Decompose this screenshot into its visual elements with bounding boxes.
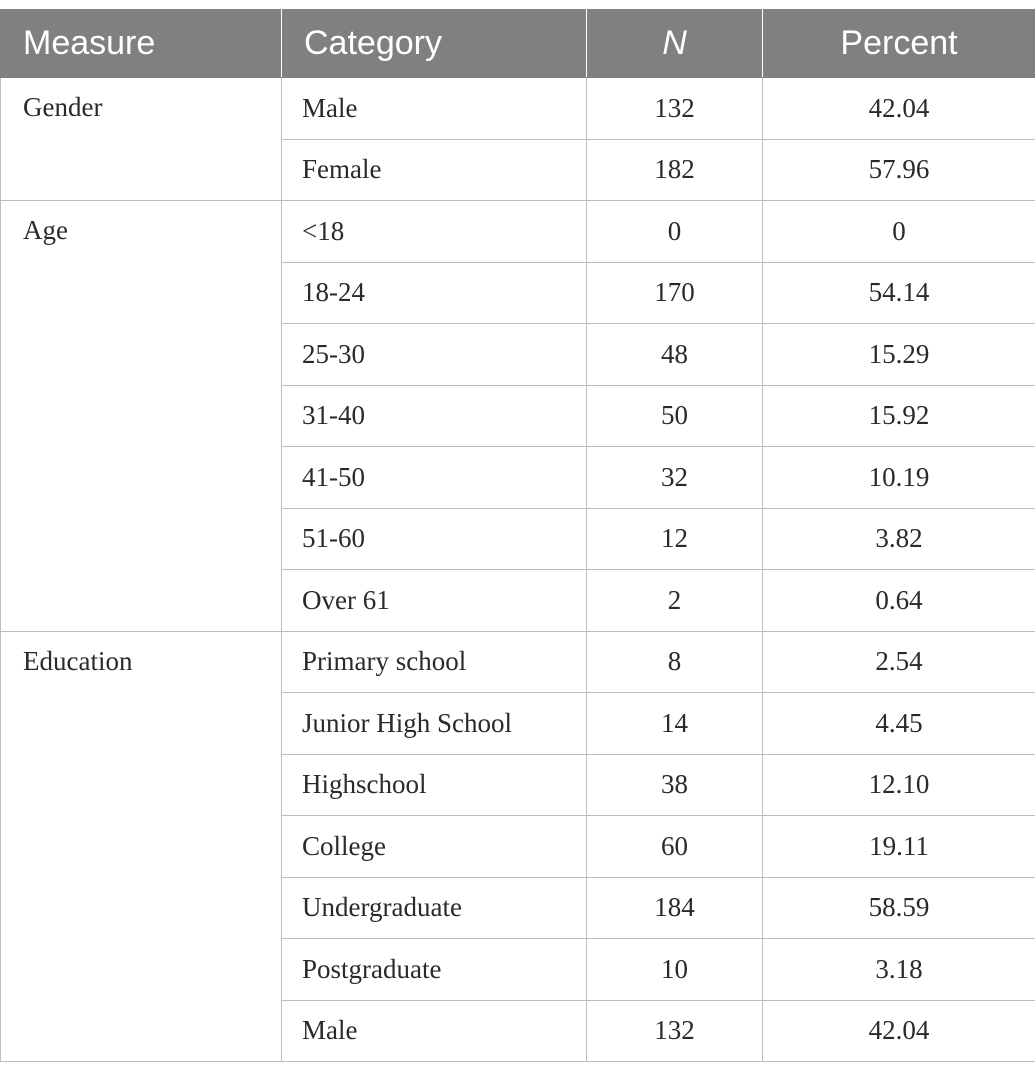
header-n: N xyxy=(586,9,763,78)
n-cell: 48 xyxy=(586,323,763,386)
header-category: Category xyxy=(281,9,587,78)
percent-cell: 54.14 xyxy=(762,261,1035,324)
n-cell: 170 xyxy=(586,261,763,324)
category-cell: Female xyxy=(281,138,587,201)
percent-cell: 3.82 xyxy=(762,507,1035,570)
percent-cell: 19.11 xyxy=(762,815,1035,878)
category-cell: 18-24 xyxy=(281,261,587,324)
table-row: Gender Male 132 42.04 xyxy=(0,77,1035,201)
percent-cell: 15.92 xyxy=(762,384,1035,447)
percent-cell: 2.54 xyxy=(762,630,1035,693)
category-cell: 25-30 xyxy=(281,323,587,386)
header-measure: Measure xyxy=(0,9,282,78)
percent-cell: 42.04 xyxy=(762,77,1035,140)
n-cell: 50 xyxy=(586,384,763,447)
n-cell: 0 xyxy=(586,200,763,263)
category-cell: Undergraduate xyxy=(281,876,587,939)
n-cell: 38 xyxy=(586,753,763,816)
n-cell: 8 xyxy=(586,630,763,693)
category-cell: 41-50 xyxy=(281,446,587,509)
table-row: Undergraduate 184 58.59 xyxy=(1,876,1035,939)
percent-cell: 42.04 xyxy=(762,999,1035,1062)
table-row: Postgraduate 10 3.18 xyxy=(1,938,1035,1001)
table-row: 31-40 50 15.92 xyxy=(1,384,1035,447)
percent-cell: 10.19 xyxy=(762,446,1035,509)
percent-cell: 3.18 xyxy=(762,938,1035,1001)
category-cell: Male xyxy=(281,77,587,140)
table-row: Age <18 0 0 xyxy=(0,200,1035,632)
n-cell: 132 xyxy=(586,999,763,1062)
header-row: Measure Category N Percent xyxy=(0,9,1035,78)
table-row: 51-60 12 3.82 xyxy=(1,507,1035,570)
n-cell: 184 xyxy=(586,876,763,939)
n-cell: 60 xyxy=(586,815,763,878)
category-cell: Postgraduate xyxy=(281,938,587,1001)
percent-cell: 12.10 xyxy=(762,753,1035,816)
percent-cell: 0.64 xyxy=(762,569,1035,632)
measure-cell: Education xyxy=(0,630,282,1062)
table-row: Education Primary school 8 2.54 xyxy=(0,630,1035,1062)
percent-cell: 58.59 xyxy=(762,876,1035,939)
percent-cell: 57.96 xyxy=(762,138,1035,201)
category-cell: Over 61 xyxy=(281,569,587,632)
category-cell: Highschool xyxy=(281,753,587,816)
table-row: Female 182 57.96 xyxy=(1,138,1035,201)
n-cell: 14 xyxy=(586,692,763,755)
header-percent: Percent xyxy=(762,9,1035,78)
table-row: Junior High School 14 4.45 xyxy=(1,692,1035,755)
n-cell: 2 xyxy=(586,569,763,632)
n-cell: 32 xyxy=(586,446,763,509)
category-cell: 51-60 xyxy=(281,507,587,570)
table-header: Measure Category N Percent xyxy=(0,9,1035,78)
table-row: Over 61 2 0.64 xyxy=(1,569,1035,632)
percent-cell: 15.29 xyxy=(762,323,1035,386)
demographics-table: Measure Category N Percent Gender Male 132… xyxy=(0,9,1035,1062)
percent-cell: 4.45 xyxy=(762,692,1035,755)
category-cell: 31-40 xyxy=(281,384,587,447)
category-cell: Male xyxy=(281,999,587,1062)
table-body: Gender Male 132 42.04 Female 182 57.96 Age <18 0 0… xyxy=(0,77,1035,1062)
measure-cell: Gender xyxy=(0,77,282,201)
category-cell: Primary school xyxy=(281,630,587,693)
category-cell: College xyxy=(281,815,587,878)
table-row: Male 132 42.04 xyxy=(1,999,1035,1062)
n-cell: 132 xyxy=(586,77,763,140)
measure-cell: Age xyxy=(0,200,282,632)
table-row: 41-50 32 10.19 xyxy=(1,446,1035,509)
n-cell: 182 xyxy=(586,138,763,201)
percent-cell: 0 xyxy=(762,200,1035,263)
category-cell: <18 xyxy=(281,200,587,263)
n-cell: 10 xyxy=(586,938,763,1001)
n-cell: 12 xyxy=(586,507,763,570)
category-cell: Junior High School xyxy=(281,692,587,755)
